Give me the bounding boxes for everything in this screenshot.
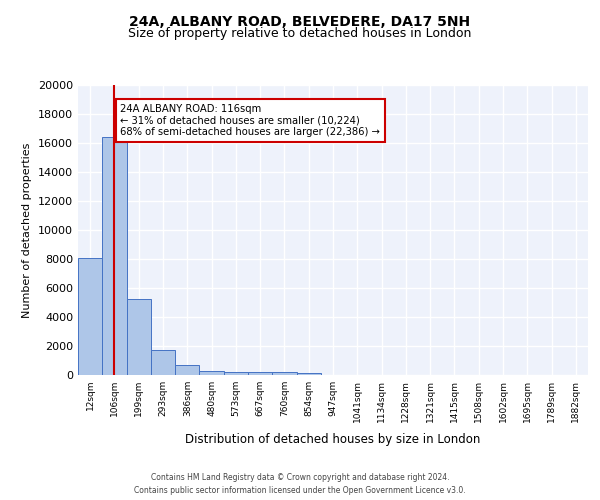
Bar [78, 258, 102, 375]
Bar [248, 372, 272, 375]
Text: Contains HM Land Registry data © Crown copyright and database right 2024.
Contai: Contains HM Land Registry data © Crown c… [134, 473, 466, 495]
Bar [199, 370, 224, 375]
Bar [102, 137, 127, 375]
Bar [127, 299, 151, 375]
Text: Size of property relative to detached houses in London: Size of property relative to detached ho… [128, 28, 472, 40]
Text: 24A ALBANY ROAD: 116sqm
← 31% of detached houses are smaller (10,224)
68% of sem: 24A ALBANY ROAD: 116sqm ← 31% of detache… [121, 104, 380, 137]
Text: 24A, ALBANY ROAD, BELVEDERE, DA17 5NH: 24A, ALBANY ROAD, BELVEDERE, DA17 5NH [130, 15, 470, 29]
Bar [175, 365, 199, 375]
Bar [151, 350, 175, 375]
Bar [296, 373, 321, 375]
Bar [272, 372, 296, 375]
Bar [224, 372, 248, 375]
X-axis label: Distribution of detached houses by size in London: Distribution of detached houses by size … [185, 433, 481, 446]
Y-axis label: Number of detached properties: Number of detached properties [22, 142, 32, 318]
